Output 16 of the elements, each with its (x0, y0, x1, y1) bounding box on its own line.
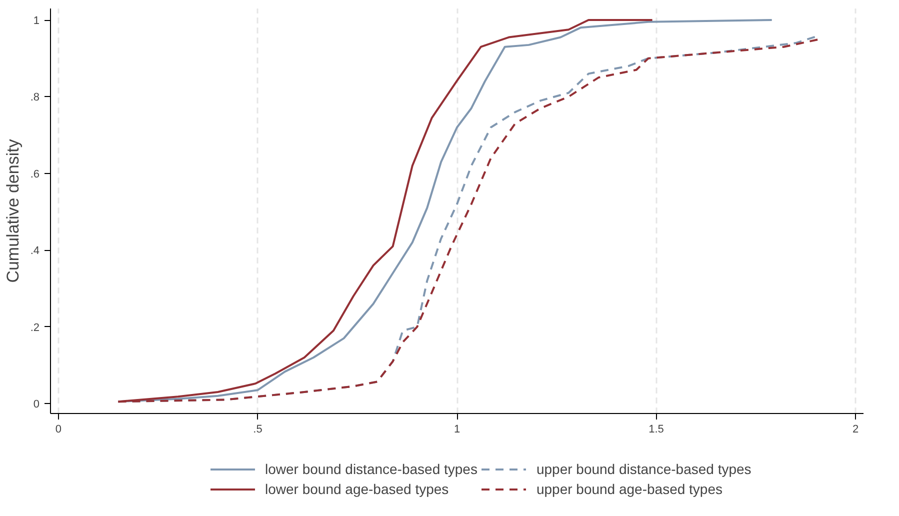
x-tick-label: 2 (852, 424, 859, 436)
x-tick-label: 1 (454, 424, 460, 436)
y-tick-label: 1 (33, 15, 40, 28)
legend-label: upper bound distance-based types (536, 461, 752, 477)
y-axis-title: Cumulative density (3, 138, 22, 283)
legend-label: upper bound age-based types (536, 481, 723, 497)
x-tick-label: 0 (55, 424, 62, 436)
legend-label: lower bound distance-based types (265, 461, 478, 477)
y-tick-label: .6 (30, 168, 40, 180)
y-tick-label: .4 (30, 245, 40, 258)
legend-label: lower bound age-based types (265, 481, 449, 497)
y-tick-label: 0 (33, 398, 40, 411)
x-tick-label: 1.5 (648, 424, 664, 436)
x-tick-label: .5 (253, 424, 262, 436)
y-tick-label: .2 (30, 322, 40, 334)
y-tick-label: .8 (30, 92, 40, 104)
